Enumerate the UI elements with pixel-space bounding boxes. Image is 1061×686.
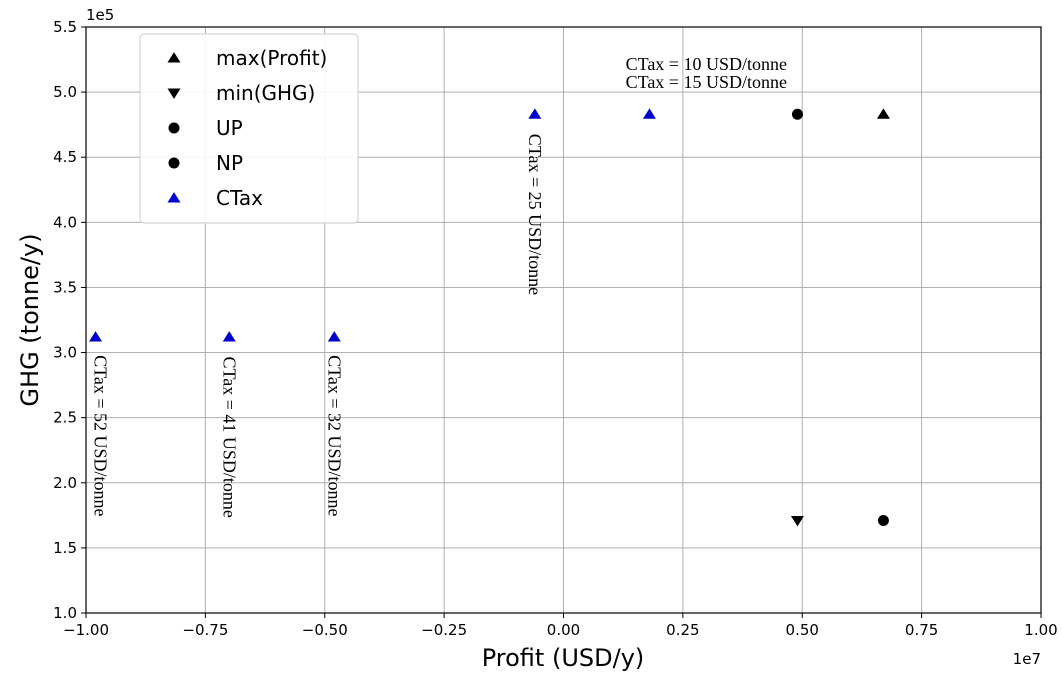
legend-entry: NP bbox=[216, 151, 243, 175]
data-point-ctax bbox=[89, 331, 103, 342]
data-point-ctax bbox=[528, 108, 542, 119]
legend-entry: CTax bbox=[216, 186, 263, 210]
legend-marker bbox=[168, 157, 180, 169]
x-tick-label: −0.75 bbox=[182, 621, 228, 639]
legend-entry: min(GHG) bbox=[216, 81, 315, 105]
legend-marker bbox=[167, 192, 181, 203]
y-tick-label: 4.5 bbox=[53, 148, 77, 166]
annotation-label: CTax = 52 USD/tonne bbox=[90, 355, 110, 516]
x-tick-label: 0.00 bbox=[547, 621, 580, 639]
x-axis-label: Profit (USD/y) bbox=[482, 644, 645, 672]
legend-marker bbox=[167, 52, 181, 63]
legend-entry: UP bbox=[216, 116, 243, 140]
y-axis-ticks: 1.0 1.5 2.0 2.5 3.0 3.5 4.0 4.5 5.0 5.5 bbox=[53, 18, 86, 622]
annotation-label: CTax = 41 USD/tonne bbox=[219, 356, 239, 517]
y-tick-label: 1.5 bbox=[53, 539, 77, 557]
data-point-ctax bbox=[642, 108, 656, 119]
y-axis-label: GHG (tonne/y) bbox=[16, 233, 44, 406]
data-point-max-profit bbox=[876, 108, 890, 119]
x-tick-label: 1.00 bbox=[1024, 621, 1057, 639]
legend-marker bbox=[167, 88, 181, 99]
annotation-label: CTax = 32 USD/tonne bbox=[324, 355, 344, 516]
data-point-ctax bbox=[327, 331, 341, 342]
y-scale-label: 1e5 bbox=[86, 6, 114, 24]
annotation-label: CTax = 15 USD/tonne bbox=[626, 72, 787, 92]
annotation-label: CTax = 10 USD/tonne bbox=[626, 54, 787, 74]
data-point-up bbox=[791, 108, 803, 120]
data-points bbox=[89, 108, 890, 527]
y-tick-label: 5.5 bbox=[53, 18, 77, 36]
y-tick-label: 1.0 bbox=[53, 604, 77, 622]
x-scale-label: 1e7 bbox=[1013, 650, 1041, 668]
y-tick-label: 2.5 bbox=[53, 409, 77, 427]
x-axis-ticks: −1.00 −0.75 −0.50 −0.25 0.00 0.25 0.50 0.75 1.00 bbox=[63, 613, 1058, 639]
legend-box bbox=[139, 33, 359, 224]
y-tick-label: 3.0 bbox=[53, 344, 77, 362]
legend-entry: max(Profit) bbox=[216, 46, 327, 70]
x-tick-label: 0.25 bbox=[666, 621, 699, 639]
data-point-np bbox=[877, 515, 889, 527]
y-tick-label: 3.5 bbox=[53, 278, 77, 296]
x-tick-label: 0.75 bbox=[905, 621, 938, 639]
y-tick-label: 5.0 bbox=[53, 83, 77, 101]
x-tick-label: −1.00 bbox=[63, 621, 109, 639]
y-tick-label: 4.0 bbox=[53, 213, 77, 231]
annotation-label: CTax = 25 USD/tonne bbox=[525, 134, 545, 295]
x-tick-label: −0.25 bbox=[421, 621, 467, 639]
grid bbox=[85, 26, 1042, 614]
legend: max(Profit) min(GHG) UP NP CTax bbox=[139, 33, 359, 224]
data-point-ctax bbox=[222, 331, 236, 342]
legend-marker bbox=[168, 122, 180, 134]
y-tick-label: 2.0 bbox=[53, 474, 77, 492]
x-tick-label: 0.50 bbox=[786, 621, 819, 639]
x-tick-label: −0.50 bbox=[302, 621, 348, 639]
data-point-min-ghg bbox=[790, 515, 804, 527]
